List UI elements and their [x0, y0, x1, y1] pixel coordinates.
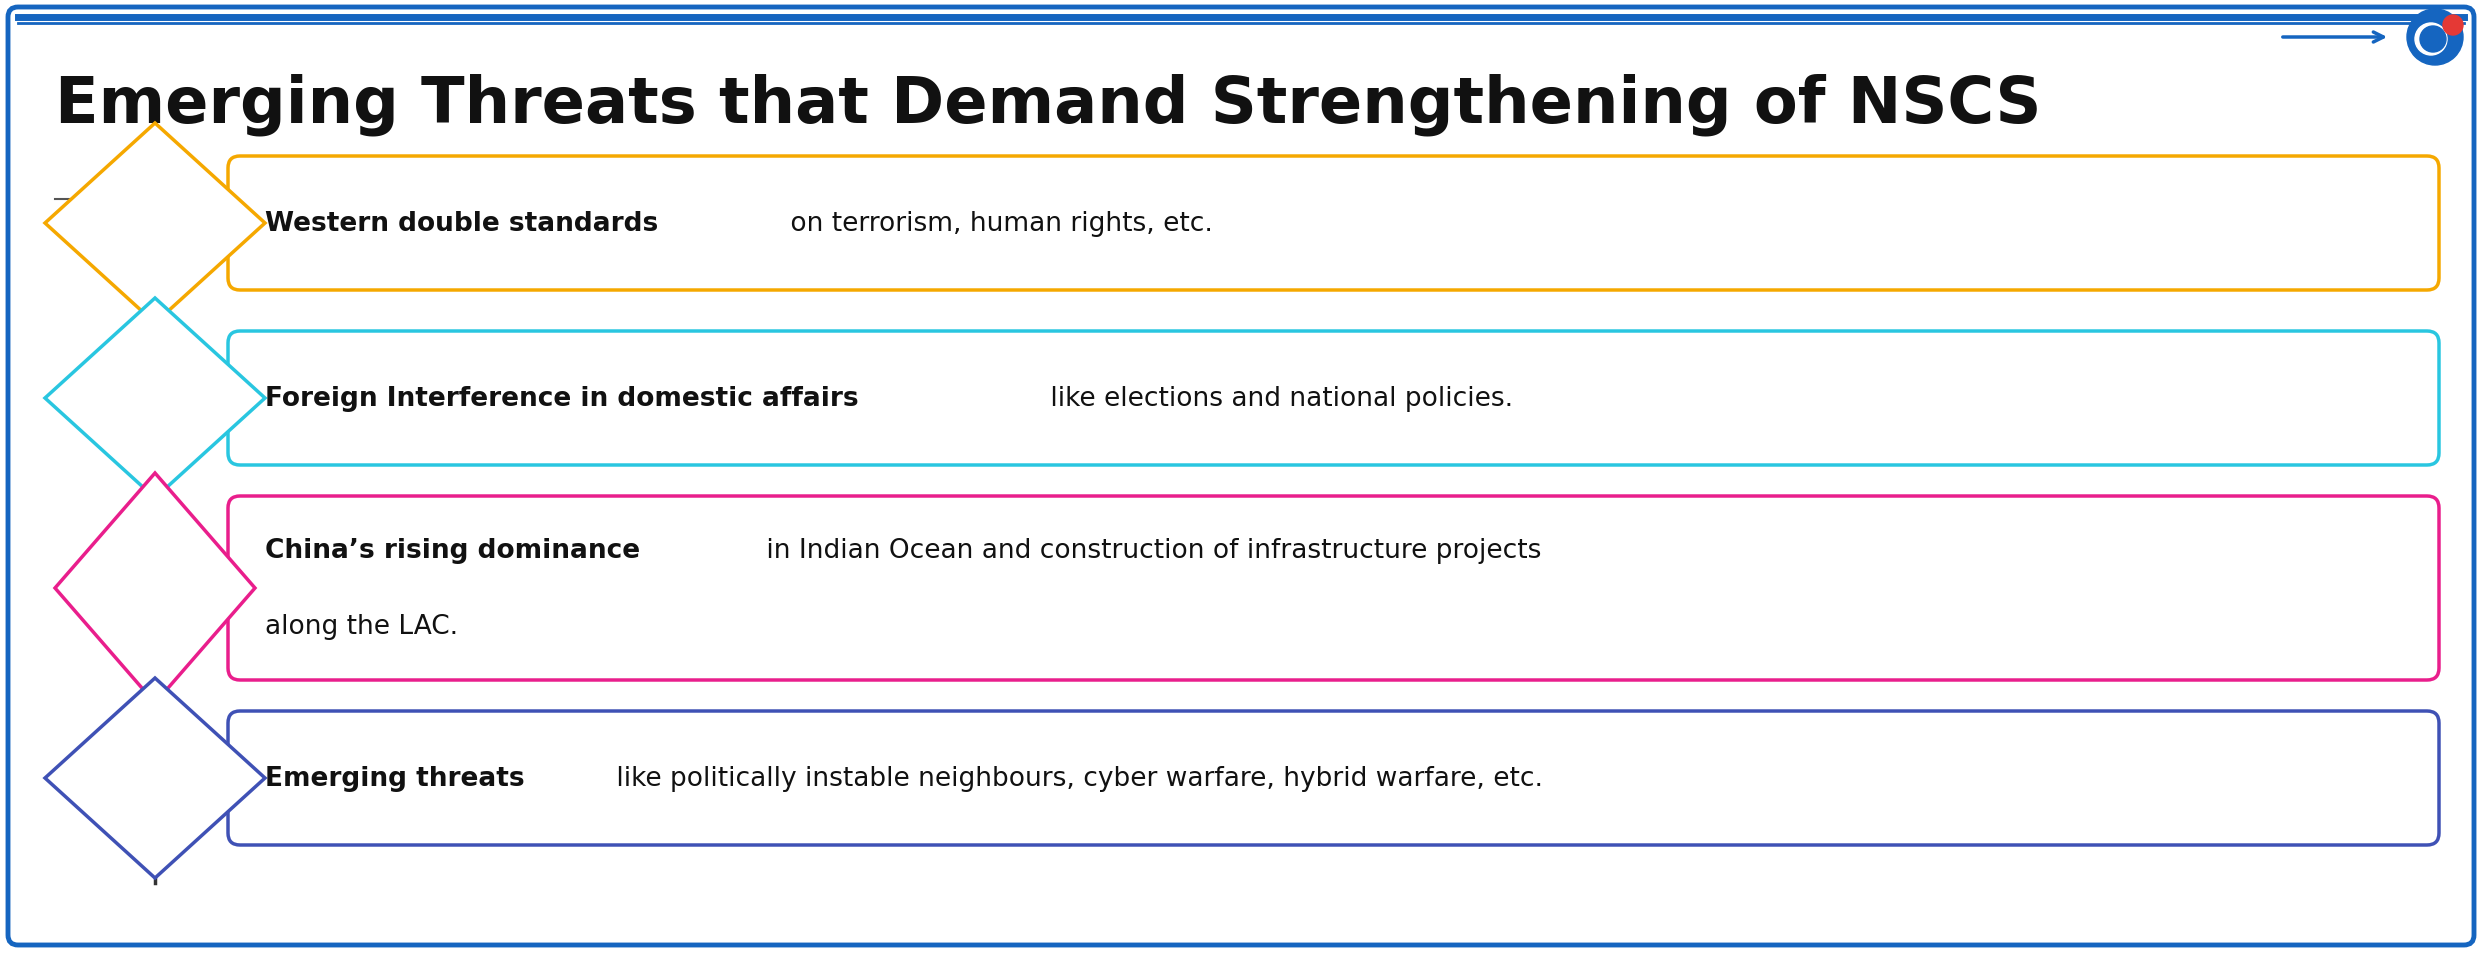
Polygon shape: [45, 679, 266, 878]
Text: like politically instable neighbours, cyber warfare, hybrid warfare, etc.: like politically instable neighbours, cy…: [608, 765, 1544, 791]
Text: like elections and national policies.: like elections and national policies.: [1042, 386, 1514, 412]
FancyBboxPatch shape: [228, 332, 2440, 465]
Text: Emerging Threats that Demand Strengthening of NSCS: Emerging Threats that Demand Strengtheni…: [55, 73, 2040, 136]
Text: Foreign Interference in domestic affairs: Foreign Interference in domestic affairs: [266, 386, 859, 412]
FancyBboxPatch shape: [228, 711, 2440, 845]
Polygon shape: [55, 474, 256, 703]
Circle shape: [2420, 27, 2445, 53]
Text: Western double standards: Western double standards: [266, 211, 658, 236]
Text: China’s rising dominance: China’s rising dominance: [266, 537, 640, 563]
Polygon shape: [45, 298, 266, 498]
FancyBboxPatch shape: [228, 497, 2440, 680]
Text: along the LAC.: along the LAC.: [266, 614, 459, 639]
Polygon shape: [45, 124, 266, 324]
Text: on terrorism, human rights, etc.: on terrorism, human rights, etc.: [782, 211, 1214, 236]
Circle shape: [2442, 16, 2462, 36]
FancyBboxPatch shape: [7, 8, 2475, 945]
Circle shape: [2408, 10, 2462, 66]
Text: Emerging threats: Emerging threats: [266, 765, 524, 791]
Text: in Indian Ocean and construction of infrastructure projects: in Indian Ocean and construction of infr…: [757, 537, 1541, 563]
FancyBboxPatch shape: [228, 157, 2440, 291]
Circle shape: [2415, 24, 2447, 56]
